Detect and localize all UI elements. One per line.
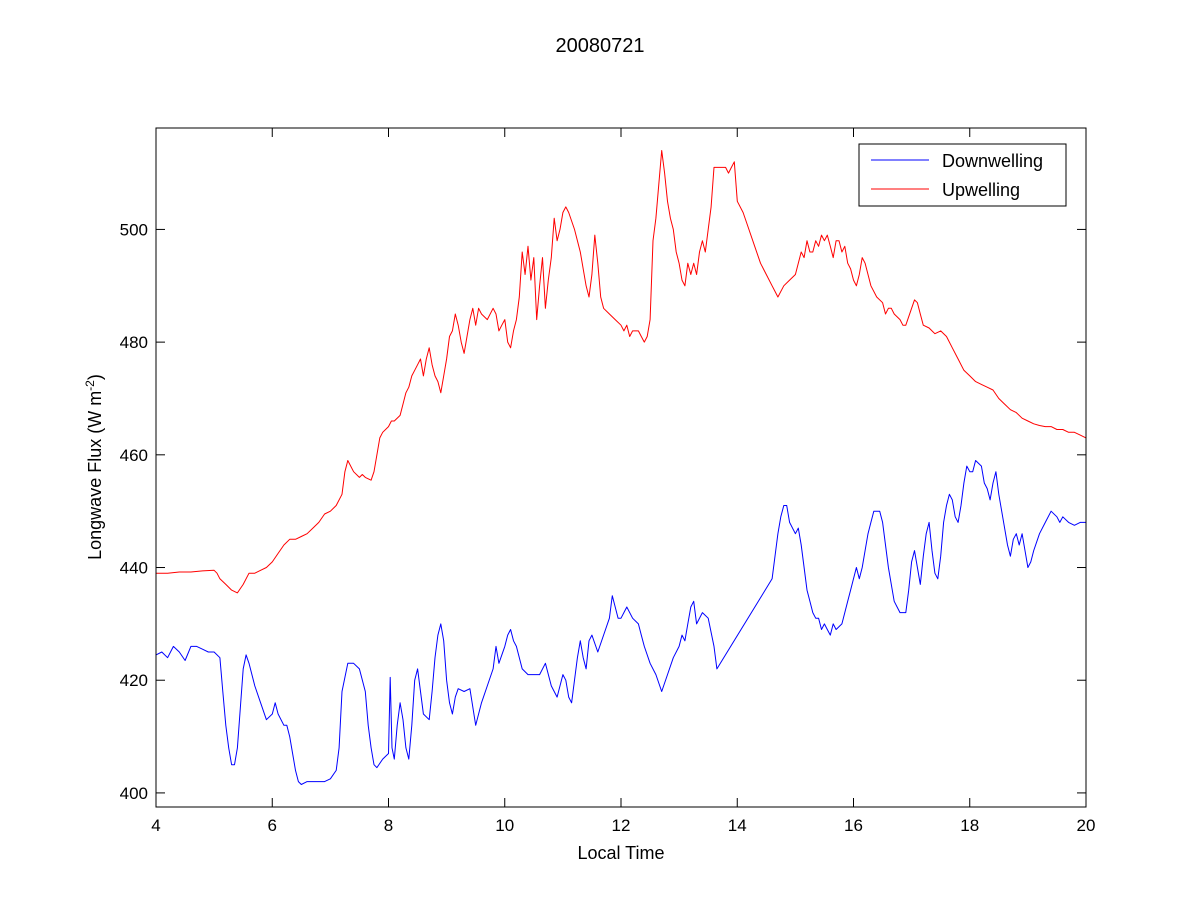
x-tick-label: 14 — [728, 816, 747, 835]
x-tick-label: 10 — [495, 816, 514, 835]
y-tick-label: 440 — [120, 559, 148, 578]
y-tick-label: 400 — [120, 784, 148, 803]
legend: Downwelling Upwelling — [858, 143, 1067, 207]
x-tick-label: 20 — [1077, 816, 1096, 835]
y-axis-label-superscript: -2 — [83, 380, 97, 391]
y-tick-label: 420 — [120, 671, 148, 690]
y-tick-label: 460 — [120, 446, 148, 465]
chart-title: 20080721 — [556, 35, 645, 57]
x-tick-label: 16 — [844, 816, 863, 835]
legend-label-upwelling: Upwelling — [942, 180, 1020, 200]
y-tick-label: 480 — [120, 333, 148, 352]
y-tick-label: 500 — [120, 220, 148, 239]
x-tick-label: 4 — [151, 816, 160, 835]
legend-label-downwelling: Downwelling — [942, 151, 1043, 171]
y-axis-label-close: ) — [85, 374, 105, 380]
x-tick-label: 8 — [384, 816, 393, 835]
series-layer — [155, 150, 1087, 785]
plot-frame — [155, 127, 1087, 808]
y-axis-label: Longwave Flux (W m-2) — [83, 374, 105, 560]
x-tick-label: 12 — [612, 816, 631, 835]
tick-layer: 4 6 8 10 12 14 16 18 20 400 420 440 460 480 500 — [120, 128, 1096, 835]
plot-area — [156, 128, 1086, 807]
x-tick-label: 6 — [268, 816, 277, 835]
y-axis-label-main: Longwave Flux (W m — [85, 391, 105, 560]
legend-box — [858, 143, 1067, 207]
series-line-downwelling — [155, 460, 1086, 785]
x-axis-label: Local Time — [577, 843, 664, 863]
x-tick-label: 18 — [960, 816, 979, 835]
series-line-upwelling — [156, 150, 1087, 594]
